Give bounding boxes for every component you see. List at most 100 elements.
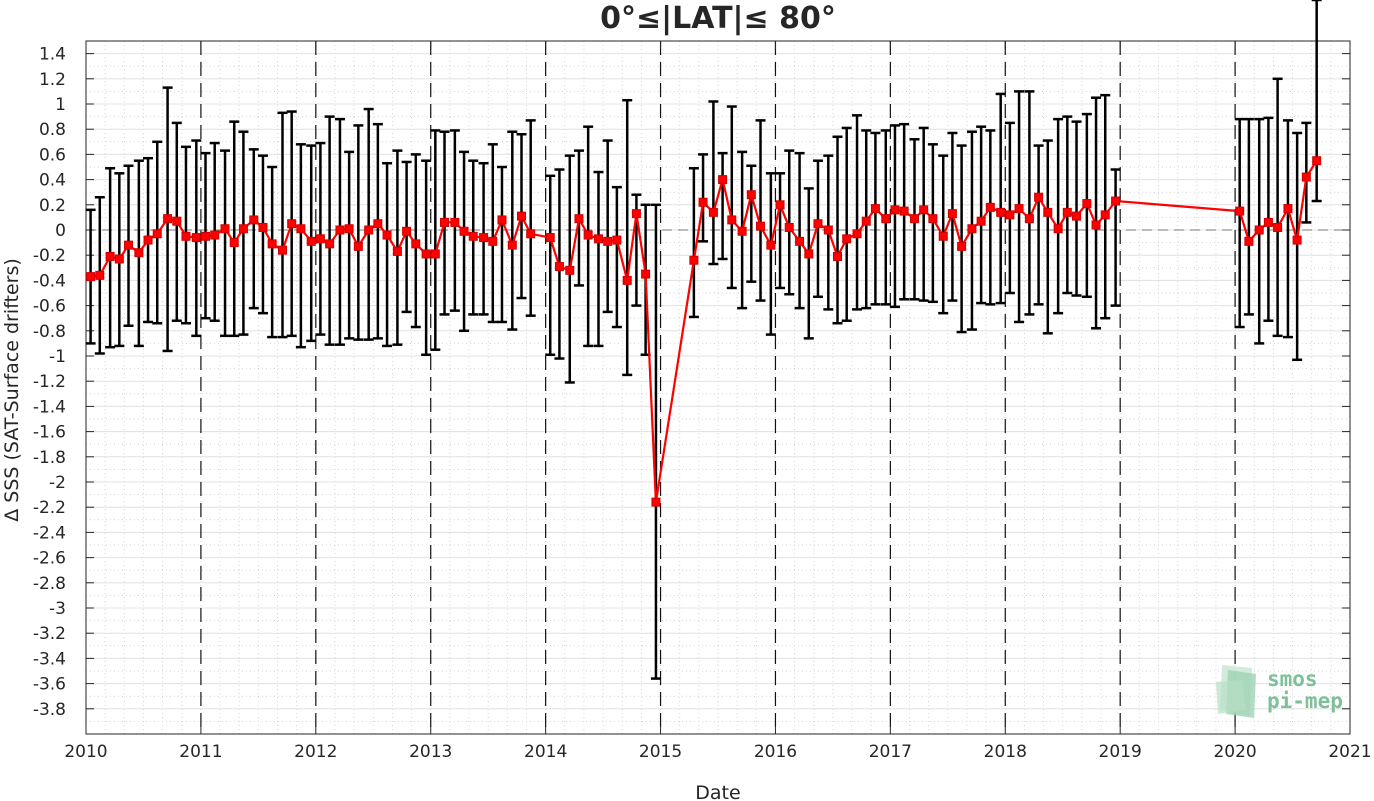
data-point xyxy=(775,200,785,210)
data-point xyxy=(698,197,708,207)
data-point xyxy=(526,229,536,239)
data-point xyxy=(191,233,201,243)
y-tick-label: -1.2 xyxy=(33,372,66,392)
data-point xyxy=(468,231,478,241)
watermark-line2: pi-mep xyxy=(1267,689,1343,713)
y-tick-label: 0 xyxy=(55,221,66,241)
data-point xyxy=(1292,235,1302,245)
data-point xyxy=(459,226,469,236)
data-point xyxy=(1273,222,1283,232)
x-tick-label: 2017 xyxy=(869,742,912,762)
data-point xyxy=(737,226,747,236)
data-point xyxy=(928,214,938,224)
y-axis-label: Δ SSS (SAT-Surface drifters) xyxy=(1,258,23,522)
data-point xyxy=(957,241,967,251)
data-point xyxy=(870,204,880,214)
chart-title: 0°≤|LAT|≤ 80° xyxy=(600,1,836,36)
data-point xyxy=(1254,225,1264,235)
data-point xyxy=(450,217,460,227)
data-point xyxy=(238,224,248,234)
y-tick-label: -2.4 xyxy=(33,523,66,543)
y-tick-label: 0.6 xyxy=(39,145,66,165)
x-tick-label: 2021 xyxy=(1328,742,1371,762)
data-point xyxy=(210,230,220,240)
y-tick-label: -0.6 xyxy=(33,297,66,317)
data-point xyxy=(1301,172,1311,182)
x-tick-label: 2020 xyxy=(1213,742,1256,762)
x-tick-label: 2013 xyxy=(409,742,452,762)
data-point xyxy=(545,233,555,243)
y-tick-label: -2 xyxy=(49,473,66,493)
y-tick-label: -2.2 xyxy=(33,498,66,518)
y-tick-label: -1.4 xyxy=(33,397,66,417)
grid xyxy=(85,40,1351,735)
series-markers xyxy=(86,156,1322,507)
data-point xyxy=(220,224,230,234)
data-point xyxy=(890,205,900,215)
y-tick-label: -0.4 xyxy=(33,271,66,291)
data-point xyxy=(267,239,277,249)
y-tick-label: -3 xyxy=(49,599,66,619)
data-point xyxy=(1014,204,1024,214)
data-point xyxy=(554,262,564,272)
data-point xyxy=(985,202,995,212)
data-point xyxy=(479,233,489,243)
data-point xyxy=(306,236,316,246)
smos-pi-mep-logo xyxy=(1216,665,1256,718)
data-point xyxy=(172,216,182,226)
data-point xyxy=(1072,211,1082,221)
y-tick-label: -1.6 xyxy=(33,423,66,443)
y-tick-label: -3.4 xyxy=(33,649,66,669)
data-point xyxy=(287,219,297,229)
y-tick-label: -1.8 xyxy=(33,448,66,468)
x-tick-label: 2014 xyxy=(524,742,567,762)
x-tick-label: 2010 xyxy=(64,742,107,762)
data-point xyxy=(1235,206,1245,216)
data-point xyxy=(622,275,632,285)
data-point xyxy=(1024,214,1034,224)
x-tick-label: 2012 xyxy=(294,742,337,762)
x-tick-label: 2016 xyxy=(754,742,797,762)
data-point xyxy=(1043,207,1053,217)
data-point xyxy=(258,222,268,232)
y-tick-label: -2.8 xyxy=(33,574,66,594)
data-point xyxy=(1082,199,1092,209)
data-point xyxy=(373,219,383,229)
data-point xyxy=(163,214,173,224)
data-point xyxy=(689,255,699,265)
y-tick-label: -3.6 xyxy=(33,675,66,695)
data-point xyxy=(565,265,575,275)
data-point xyxy=(344,224,354,234)
data-point xyxy=(315,234,325,244)
x-tick-labels: 2010 2011 2012 2013 2014 2015 2016 2017 2018 2019… xyxy=(64,742,1371,762)
data-point xyxy=(833,251,843,261)
data-point xyxy=(766,240,776,250)
data-point xyxy=(976,216,986,226)
y-tick-label: -1 xyxy=(49,347,66,367)
data-point xyxy=(229,238,239,248)
data-point xyxy=(124,240,134,250)
data-point xyxy=(651,497,661,507)
axis-ticks xyxy=(85,41,1351,734)
data-point xyxy=(105,251,115,261)
data-point xyxy=(440,217,450,227)
data-point xyxy=(335,225,345,235)
data-point xyxy=(813,219,823,229)
x-tick-label: 2019 xyxy=(1099,742,1142,762)
data-point xyxy=(1062,207,1072,217)
x-axis-label: Date xyxy=(695,782,740,801)
data-point xyxy=(353,241,363,251)
data-point xyxy=(95,270,105,280)
data-point xyxy=(134,248,144,258)
data-point xyxy=(967,224,977,234)
data-point xyxy=(612,235,622,245)
data-point xyxy=(641,269,651,279)
data-point xyxy=(143,235,153,245)
data-point xyxy=(804,249,814,259)
data-point xyxy=(1244,236,1254,246)
data-point xyxy=(325,239,335,249)
data-point xyxy=(421,249,431,259)
x-tick-label: 2015 xyxy=(639,742,682,762)
data-point xyxy=(718,175,728,185)
